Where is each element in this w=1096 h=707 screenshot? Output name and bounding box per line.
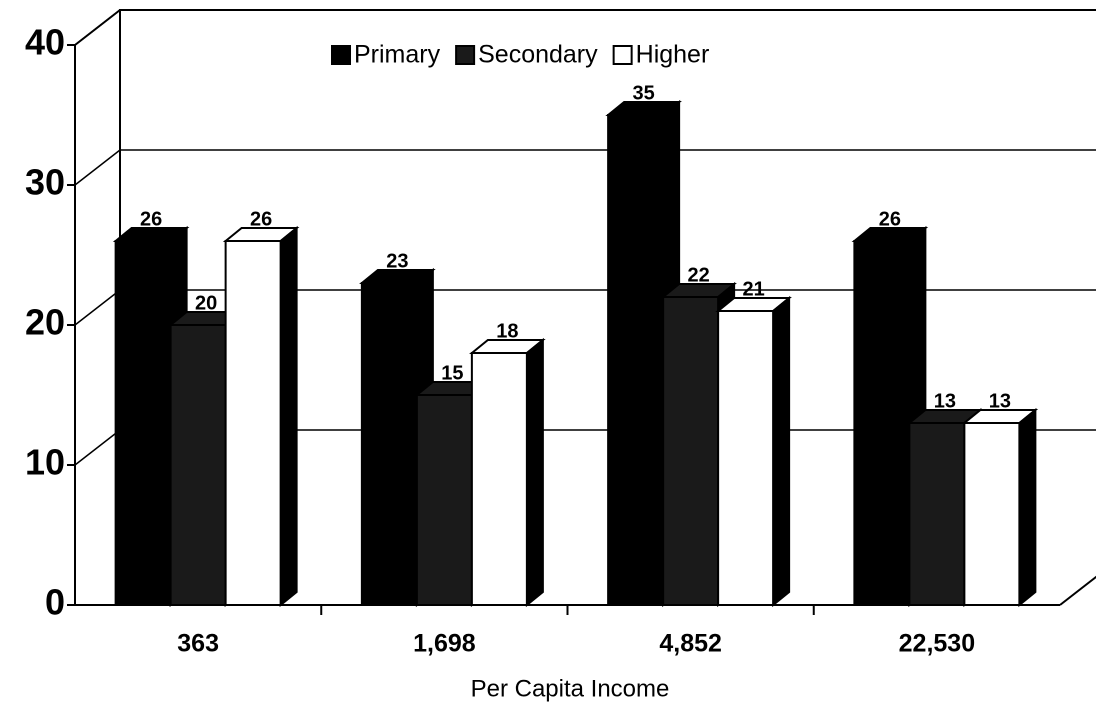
x-tick-label: 363 bbox=[177, 630, 219, 658]
value-label: 23 bbox=[386, 250, 408, 272]
bar-side bbox=[772, 295, 791, 608]
legend-label: Primary bbox=[354, 41, 441, 69]
value-label: 15 bbox=[441, 362, 463, 384]
bar bbox=[224, 240, 282, 606]
bar bbox=[169, 324, 227, 606]
value-label: 13 bbox=[934, 390, 956, 412]
y-tick-label: 40 bbox=[25, 22, 65, 63]
floor-edge bbox=[1059, 575, 1096, 606]
bar bbox=[963, 422, 1021, 606]
legend-label: Secondary bbox=[478, 41, 598, 69]
bar bbox=[853, 240, 911, 606]
value-label: 21 bbox=[743, 278, 765, 300]
value-label: 18 bbox=[496, 320, 518, 342]
bar bbox=[114, 240, 172, 606]
x-axis-label: Per Capita Income bbox=[471, 675, 670, 702]
y-tick-label: 0 bbox=[45, 582, 65, 623]
value-label: 20 bbox=[195, 292, 217, 314]
value-label: 13 bbox=[989, 390, 1011, 412]
y-tick-label: 30 bbox=[25, 162, 65, 203]
value-label: 35 bbox=[633, 82, 655, 104]
value-label: 26 bbox=[140, 208, 162, 230]
y-tick-label: 20 bbox=[25, 302, 65, 343]
bar-side bbox=[279, 225, 298, 608]
value-label: 22 bbox=[688, 264, 710, 286]
bar bbox=[662, 296, 720, 606]
bar bbox=[607, 114, 665, 606]
value-label: 26 bbox=[879, 208, 901, 230]
x-tick-label: 22,530 bbox=[899, 630, 975, 658]
bar bbox=[470, 352, 528, 606]
legend-label: Higher bbox=[636, 41, 710, 69]
x-tick-label: 4,852 bbox=[659, 630, 722, 658]
bar-side bbox=[1018, 407, 1037, 608]
legend-swatch bbox=[455, 45, 476, 65]
legend-swatch bbox=[331, 45, 351, 65]
legend-swatch bbox=[612, 45, 633, 65]
bar bbox=[415, 394, 473, 606]
x-tick-label: 1,698 bbox=[413, 630, 476, 658]
bar bbox=[717, 310, 775, 606]
value-label: 26 bbox=[250, 208, 272, 230]
bar-side bbox=[525, 337, 544, 608]
bar bbox=[360, 282, 418, 606]
bar bbox=[908, 422, 966, 606]
grid-diag bbox=[74, 429, 121, 466]
y-tick-label: 10 bbox=[25, 442, 65, 483]
grid-diag bbox=[74, 289, 121, 326]
grid-diag bbox=[74, 149, 121, 186]
grid-diag bbox=[74, 9, 121, 46]
